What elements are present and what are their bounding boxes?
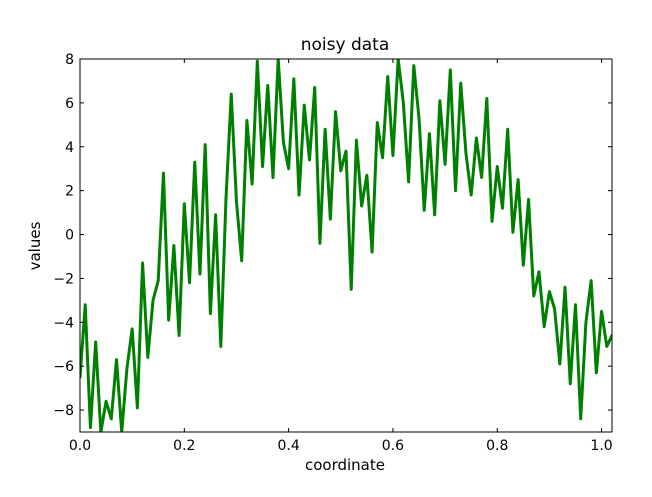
y-tick-label: −8 bbox=[53, 403, 74, 419]
y-tick-label: −2 bbox=[53, 271, 74, 287]
series-line-0 bbox=[80, 59, 612, 432]
y-axis-label: values bbox=[26, 221, 44, 270]
y-tick-label: 0 bbox=[65, 228, 74, 244]
x-tick-label: 1.0 bbox=[590, 438, 612, 454]
plot-frame bbox=[79, 58, 613, 433]
x-tick-label: 0.6 bbox=[382, 438, 404, 454]
chart-title: noisy data bbox=[301, 35, 390, 55]
x-tick-label: 0.8 bbox=[486, 438, 508, 454]
y-tick-label: 2 bbox=[65, 184, 74, 200]
y-tick-label: −6 bbox=[53, 359, 74, 375]
x-tick-label: 0.2 bbox=[173, 438, 195, 454]
x-tick-label: 0.0 bbox=[69, 438, 91, 454]
y-tick-label: 8 bbox=[65, 52, 74, 68]
y-tick-label: 4 bbox=[65, 140, 74, 156]
x-tick-label: 0.4 bbox=[277, 438, 299, 454]
y-tick-label: −4 bbox=[53, 315, 74, 331]
y-tick-label: 6 bbox=[65, 96, 74, 112]
x-axis-label: coordinate bbox=[305, 456, 385, 474]
plot-area bbox=[80, 59, 612, 432]
axes: 0.0 0.2 0.4 0.6 0.8 1.0 8 6 4 2 0 −2 −4 −6 −8 bbox=[53, 52, 612, 454]
